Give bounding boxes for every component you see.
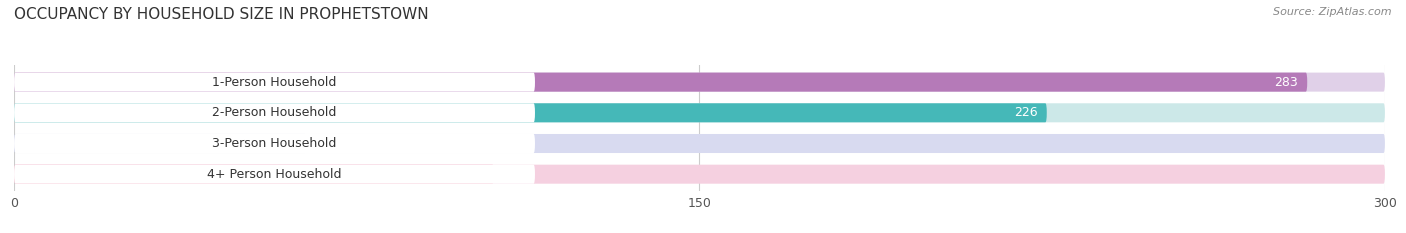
FancyBboxPatch shape [14, 73, 1308, 92]
Text: 105: 105 [461, 168, 485, 181]
Text: 283: 283 [1274, 76, 1298, 89]
Text: 1-Person Household: 1-Person Household [212, 76, 336, 89]
Text: OCCUPANCY BY HOUSEHOLD SIZE IN PROPHETSTOWN: OCCUPANCY BY HOUSEHOLD SIZE IN PROPHETST… [14, 7, 429, 22]
FancyBboxPatch shape [14, 103, 1046, 122]
Text: Source: ZipAtlas.com: Source: ZipAtlas.com [1274, 7, 1392, 17]
FancyBboxPatch shape [14, 73, 1385, 92]
Text: 64: 64 [281, 137, 298, 150]
Text: 2-Person Household: 2-Person Household [212, 106, 336, 119]
FancyBboxPatch shape [14, 165, 1385, 184]
FancyBboxPatch shape [14, 134, 307, 153]
FancyBboxPatch shape [14, 73, 536, 92]
FancyBboxPatch shape [14, 134, 536, 153]
FancyBboxPatch shape [14, 165, 536, 184]
Text: 4+ Person Household: 4+ Person Household [207, 168, 342, 181]
FancyBboxPatch shape [14, 103, 536, 122]
FancyBboxPatch shape [14, 103, 1385, 122]
Text: 3-Person Household: 3-Person Household [212, 137, 336, 150]
Text: 226: 226 [1014, 106, 1038, 119]
FancyBboxPatch shape [14, 134, 1385, 153]
FancyBboxPatch shape [14, 165, 494, 184]
